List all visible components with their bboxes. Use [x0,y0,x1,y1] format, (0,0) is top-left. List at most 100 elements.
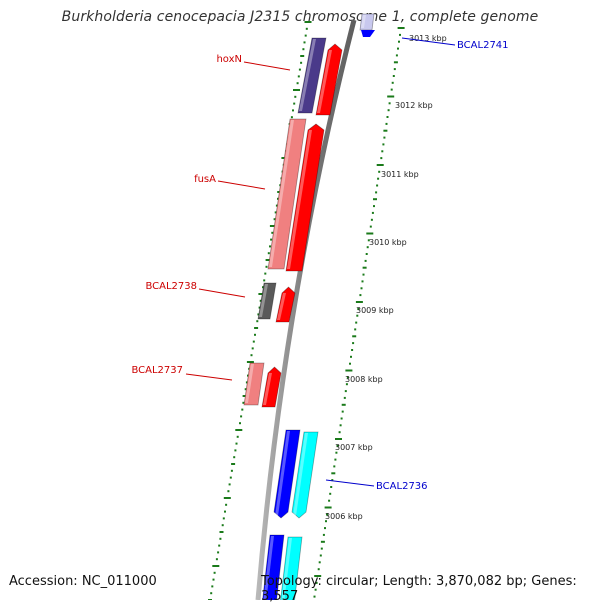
tick-minor [219,531,224,533]
tick-major [387,95,395,98]
tick-minor [341,410,344,413]
callout-line-BCAL2738 [198,288,246,298]
tick-minor [213,571,216,574]
tick-minor [346,376,349,379]
tick-minor [356,314,359,317]
tick-minor [233,456,236,459]
tick-minor [240,415,243,418]
tick-minor [227,490,230,493]
scale-label-3010: 3010 kbp [369,238,407,247]
gene-fusA-arrow[interactable] [285,123,325,272]
gene-label-BCAL2737[interactable]: BCAL2737 [131,365,183,376]
tick-minor [262,286,264,289]
gene-BCAL2741-block[interactable] [359,13,375,31]
tick-minor [352,335,357,338]
tick-minor [333,465,336,468]
tick-minor [399,33,401,36]
tick-minor [300,55,305,57]
tick-minor [242,395,247,397]
gene-BCAL2738-arrow[interactable] [275,286,296,323]
tick-minor [398,40,400,43]
tick-minor [351,349,354,351]
tick-minor [395,54,398,57]
gene-hoxN-arrow[interactable] [315,43,343,116]
tick-minor [252,340,255,343]
tick-minor [344,390,347,393]
tick-minor [247,374,249,377]
gene-label-BCAL2741[interactable]: BCAL2741 [457,40,509,51]
tick-minor [298,68,301,71]
genome-backbone [255,19,357,600]
tick-minor [319,554,322,557]
gene-label-fusA[interactable]: fusA [194,174,216,185]
tick-minor [362,273,365,276]
tick-minor [257,313,260,316]
gene-lower-cyan-block[interactable] [280,536,303,600]
gene-label-BCAL2736[interactable]: BCAL2736 [376,481,428,492]
tick-minor [354,328,357,331]
tick-major [235,429,243,431]
tick-minor [338,431,341,434]
tick-minor [314,588,317,591]
tick-minor [317,568,320,571]
tick-minor [217,551,220,554]
gene-hoxN-block[interactable] [297,37,327,114]
tick-minor [300,61,303,64]
tick-minor [235,442,238,445]
tick-minor [269,245,271,248]
tick-minor [265,265,268,268]
gene-BCAL2738-block[interactable] [257,282,277,320]
tick-minor [256,320,259,323]
tick-minor [330,486,333,488]
tick-major [304,21,312,23]
tick-minor [336,444,339,447]
tick-minor [259,299,262,302]
callout-line-hoxN [243,61,291,71]
tick-major [376,164,384,166]
tick-minor [386,116,389,118]
gene-BCAL2736-block[interactable] [273,429,301,519]
gene-BCAL2737-block[interactable] [243,362,265,406]
tick-minor [231,463,236,465]
tick-minor [340,417,343,420]
tick-major [223,497,231,499]
tick-minor [382,143,385,146]
tick-minor [302,48,305,51]
tick-minor [373,205,375,208]
tick-minor [277,197,279,200]
tick-minor [387,109,390,112]
tick-minor [392,75,395,77]
tick-minor [329,492,332,495]
gene-BCAL2737-arrow[interactable] [261,366,282,408]
tick-major [246,361,254,363]
tick-minor [304,34,307,37]
tick-major [335,438,342,440]
gene-BCAL2736-cyan[interactable] [291,431,319,519]
gene-label-BCAL2738[interactable]: BCAL2738 [145,281,197,292]
tick-minor [339,424,342,427]
scale-label-3006: 3006 kbp [325,512,363,521]
tick-minor [236,435,239,438]
tick-major [397,27,405,29]
tick-minor [251,347,254,350]
tick-minor [313,595,316,598]
tick-minor [275,204,278,207]
tick-major [324,506,332,509]
gene-fusA-block[interactable] [267,118,307,270]
tick-minor [331,472,336,475]
tick-minor [210,592,213,595]
tick-minor [377,177,380,180]
scale-labels: 3013 kbp 3012 kbp 3011 kbp 3010 kbp 3009… [325,34,447,521]
gene-lower-blue-block[interactable] [262,534,285,600]
callout-line-BCAL2737 [185,373,233,381]
tick-minor [264,272,267,275]
tick-minor [222,517,225,520]
tick-minor [331,479,334,482]
tick-minor [335,451,338,454]
gene-label-hoxN[interactable]: hoxN [216,54,242,65]
tick-minor [274,211,277,214]
accession-label: Accession: NC_011000 [9,574,157,589]
callout-line-BCAL2741 [401,37,456,46]
tick-major [314,575,322,577]
